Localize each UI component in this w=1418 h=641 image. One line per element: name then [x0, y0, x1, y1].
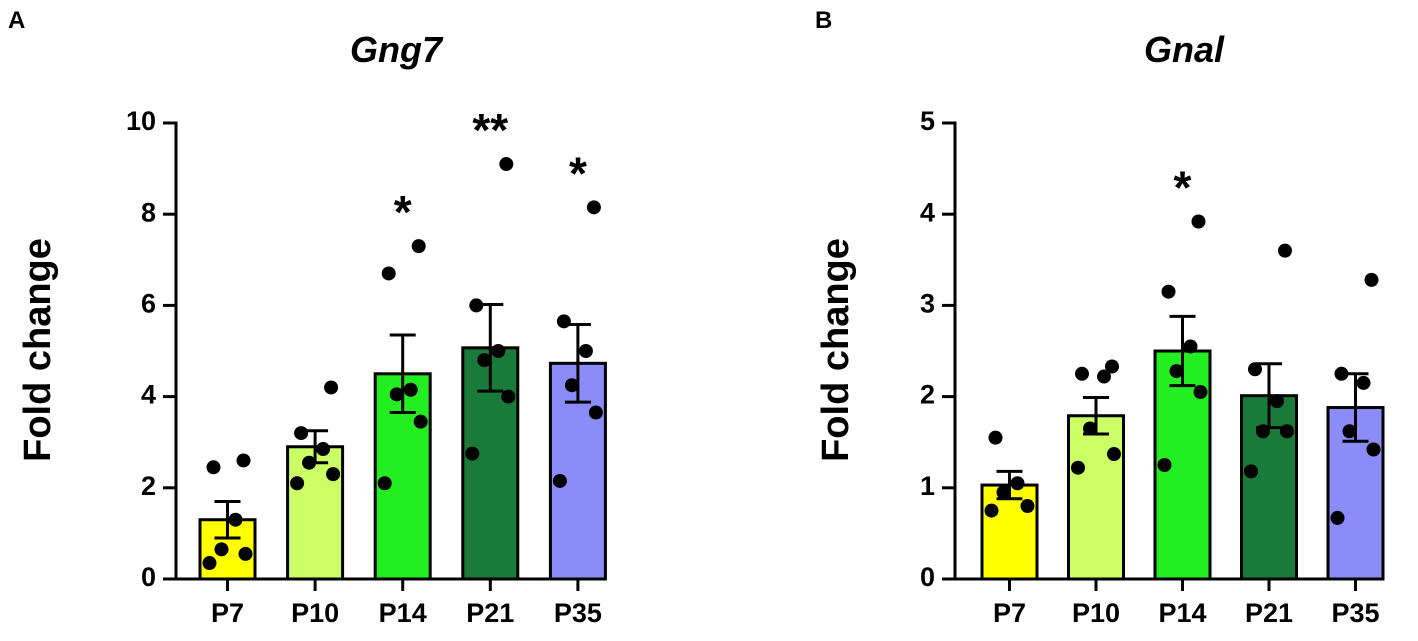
y-axis-label: Fold change — [815, 238, 857, 462]
data-point — [228, 512, 243, 527]
data-point — [377, 476, 392, 491]
y-tick-label: 2 — [141, 471, 156, 501]
data-point — [1169, 364, 1184, 379]
y-tick-label: 2 — [920, 380, 935, 410]
data-point — [1071, 460, 1085, 475]
data-point — [202, 556, 217, 571]
data-point — [552, 473, 567, 488]
data-point — [1157, 458, 1172, 472]
data-point — [403, 382, 418, 397]
data-point — [499, 157, 514, 172]
data-point — [238, 546, 253, 561]
panel-label: A — [8, 7, 25, 34]
y-tick-label: 4 — [920, 197, 935, 227]
significance-marker: * — [569, 147, 587, 199]
y-tick-label: 1 — [920, 471, 935, 501]
panel-a: A Gng7 Fold change 0 2 4 6 8 10 P7 P10 P14 * P21 ** P35… — [8, 7, 607, 628]
chart-title: Gng7 — [350, 29, 444, 70]
data-point — [1364, 272, 1379, 287]
data-point — [1270, 394, 1284, 409]
data-point — [1075, 366, 1089, 381]
data-point — [1010, 476, 1025, 491]
data-point — [988, 430, 1003, 445]
data-point — [381, 266, 396, 281]
x-tick-label: P35 — [1331, 598, 1379, 628]
data-point — [206, 460, 221, 475]
data-point — [501, 389, 516, 404]
x-tick-label: P21 — [1245, 598, 1293, 628]
y-tick-label: 10 — [126, 106, 156, 136]
y-tick-label: 3 — [920, 289, 935, 319]
data-point — [465, 446, 480, 461]
y-tick-label: 6 — [141, 289, 156, 319]
data-point — [984, 503, 999, 518]
data-point — [586, 200, 601, 215]
data-point — [1278, 243, 1292, 258]
data-point — [290, 476, 305, 491]
x-tick-label: P10 — [1072, 598, 1120, 628]
y-tick-label: 4 — [141, 380, 156, 410]
y-tick-label: 0 — [141, 562, 156, 592]
data-point — [294, 426, 309, 441]
y-axis-label: Fold change — [17, 238, 59, 462]
x-tick-label: P7 — [993, 598, 1026, 628]
x-tick-label: P14 — [379, 598, 427, 628]
panel-b: B Gnal Fold change 0 1 2 3 4 5 P7 P10 P14 * P21 P35 — [815, 7, 1385, 628]
data-point — [411, 239, 426, 254]
data-point — [302, 455, 317, 470]
y-tick-label: 5 — [920, 106, 935, 136]
bar — [286, 445, 345, 581]
data-point — [1342, 424, 1357, 439]
data-point — [1161, 284, 1176, 299]
data-point — [1366, 442, 1381, 457]
data-point — [1248, 362, 1262, 377]
data-point — [413, 414, 428, 429]
data-point — [316, 442, 331, 457]
x-tick-label: P14 — [1158, 598, 1206, 628]
data-point — [578, 344, 593, 358]
data-point — [1330, 510, 1345, 525]
data-point — [469, 298, 484, 313]
data-point — [324, 380, 339, 395]
data-point — [1183, 339, 1198, 354]
chart-title: Gnal — [1144, 29, 1225, 70]
data-point — [1107, 447, 1121, 462]
significance-marker: ** — [472, 104, 508, 156]
data-point — [1356, 375, 1371, 390]
data-point — [556, 314, 571, 329]
data-point — [564, 378, 579, 393]
y-tick-label: 8 — [141, 197, 156, 227]
x-tick-label: P7 — [211, 598, 244, 628]
data-point — [588, 405, 603, 420]
x-tick-label: P21 — [466, 598, 514, 628]
bar — [1067, 414, 1125, 581]
data-point — [1191, 214, 1206, 229]
data-point — [326, 467, 341, 482]
significance-marker: * — [1174, 161, 1192, 213]
panel-label: B — [815, 7, 832, 34]
x-tick-label: P35 — [554, 598, 602, 628]
data-point — [1097, 369, 1111, 384]
data-point — [491, 344, 506, 358]
data-point — [1083, 421, 1097, 436]
data-point — [996, 485, 1011, 500]
data-point — [477, 353, 492, 368]
y-tick-label: 0 — [920, 562, 935, 592]
data-point — [1256, 424, 1270, 439]
data-point — [236, 453, 251, 468]
data-point — [1193, 385, 1208, 400]
data-point — [1280, 424, 1294, 439]
data-point — [1244, 464, 1258, 479]
data-point — [1334, 366, 1349, 381]
data-point — [389, 387, 404, 402]
data-point — [214, 542, 229, 557]
data-point — [1105, 359, 1119, 374]
significance-marker: * — [394, 186, 412, 238]
x-tick-label: P10 — [291, 598, 339, 628]
data-point — [1020, 499, 1035, 514]
